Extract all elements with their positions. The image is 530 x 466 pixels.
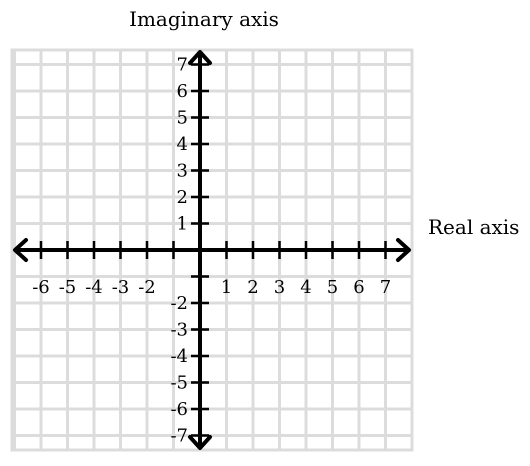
imaginary-tick-label: -7 <box>170 426 188 447</box>
real-tick-label: 5 <box>327 277 338 298</box>
real-tick-label: -3 <box>112 277 130 298</box>
real-tick-label: -5 <box>59 277 77 298</box>
imaginary-tick-label: -4 <box>170 346 188 367</box>
real-axis-left-arrow <box>13 238 28 262</box>
imaginary-tick-label: 6 <box>177 81 188 102</box>
imaginary-tick-label: -6 <box>170 399 188 420</box>
real-tick-label: 6 <box>353 277 364 298</box>
real-tick-label: 4 <box>300 277 311 298</box>
real-tick-label: -2 <box>138 277 156 298</box>
axes <box>13 50 411 450</box>
real-tick-label: 3 <box>274 277 285 298</box>
imaginary-tick-label: -5 <box>170 373 188 394</box>
imaginary-tick-label: -3 <box>170 320 188 341</box>
imaginary-tick-label: 2 <box>177 187 188 208</box>
real-tick-label: 2 <box>247 277 258 298</box>
imaginary-tick-label: 5 <box>177 108 188 129</box>
real-tick-label: 7 <box>380 277 391 298</box>
imaginary-tick-label: 7 <box>177 55 188 76</box>
real-axis-label: Real axis <box>428 215 519 239</box>
imaginary-tick-label: -2 <box>170 293 188 314</box>
imaginary-tick-label: 4 <box>177 134 188 155</box>
imaginary-tick-label: 3 <box>177 161 188 182</box>
imaginary-tick-label: 1 <box>177 214 188 235</box>
real-tick-label: -6 <box>32 277 50 298</box>
real-tick-label: -4 <box>85 277 103 298</box>
real-axis-right-arrow <box>396 238 411 262</box>
imaginary-axis-bottom-arrow <box>188 435 212 450</box>
real-tick-label: 1 <box>221 277 232 298</box>
imaginary-axis-top-arrow <box>188 50 212 65</box>
imaginary-axis-label: Imaginary axis <box>129 7 279 31</box>
